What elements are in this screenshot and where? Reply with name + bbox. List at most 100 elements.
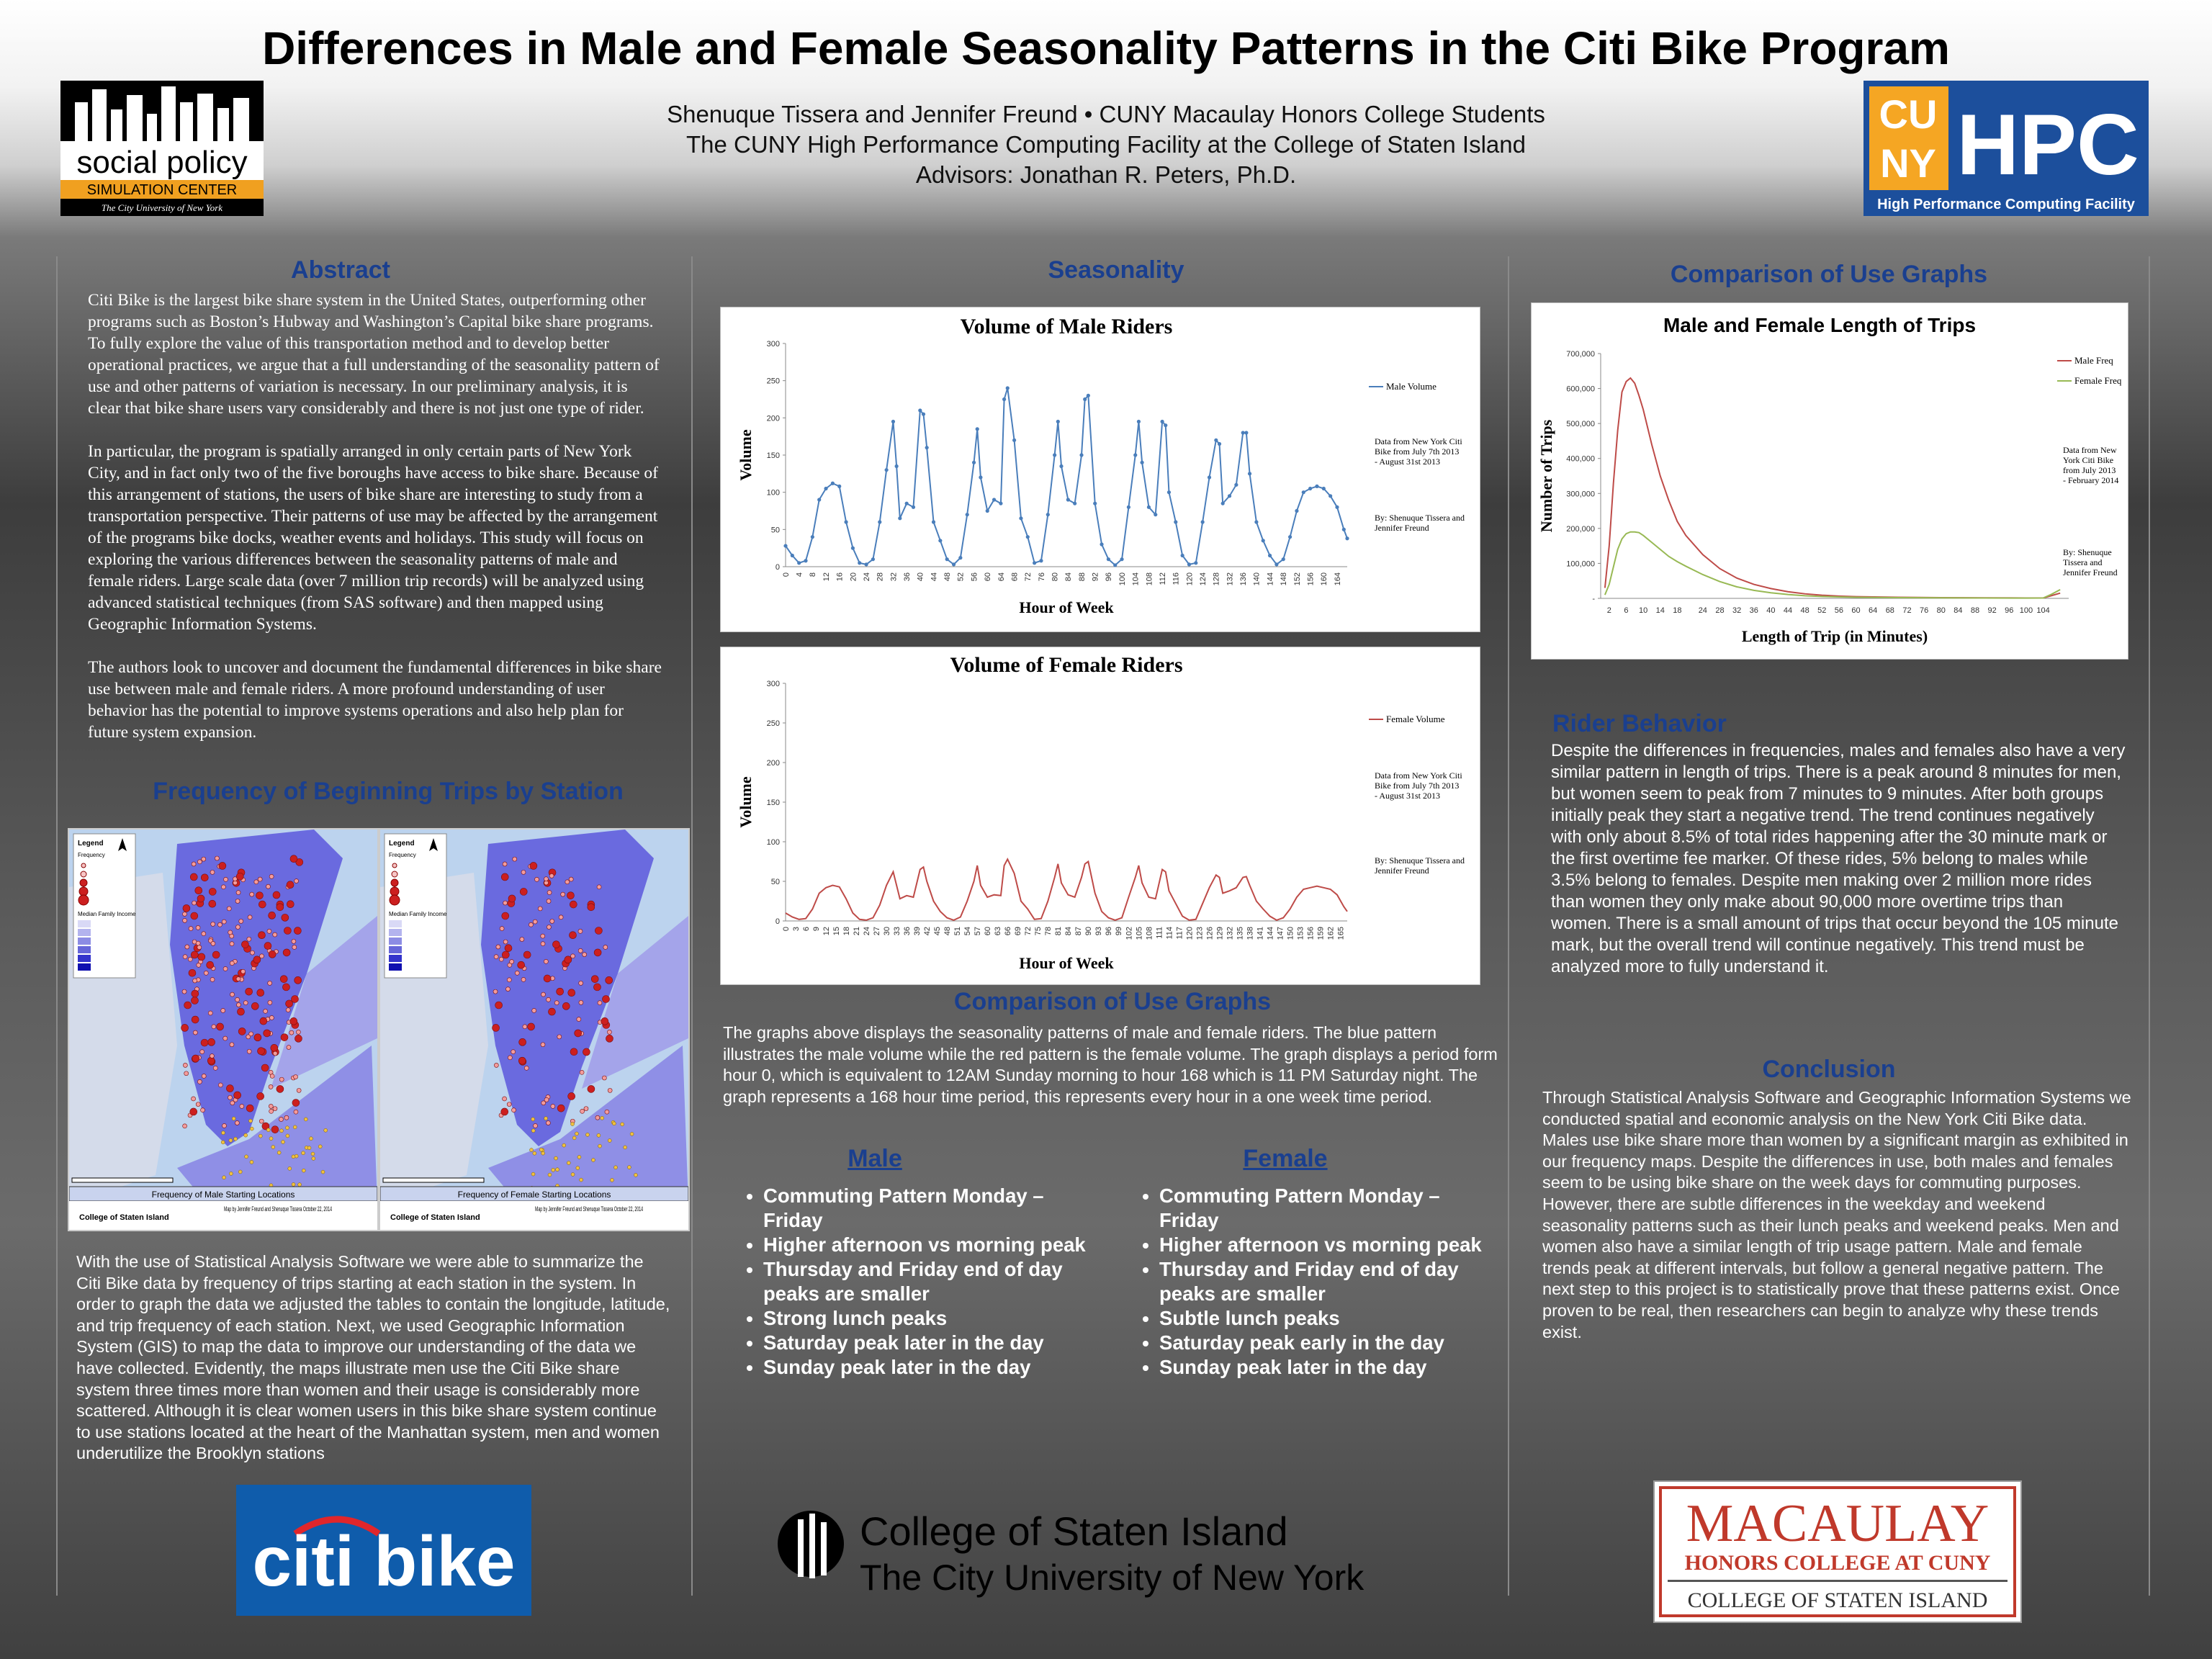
station-dot: [517, 961, 526, 969]
station-dot: [575, 1131, 579, 1136]
station-dot: [541, 992, 546, 997]
y-axis-label: Volume: [737, 429, 755, 481]
chart-note-by: By: Shenuque Tissera and Jennifer Freund: [1375, 513, 1465, 533]
station-dot: [583, 1048, 590, 1056]
data-point: [894, 464, 899, 469]
station-dot: [259, 953, 264, 959]
station-dot: [557, 1034, 562, 1040]
station-dot: [226, 1084, 234, 1092]
data-point: [1059, 464, 1064, 469]
station-dot: [223, 877, 228, 882]
station-dot: [241, 940, 249, 948]
station-dot: [206, 961, 215, 969]
station-dot: [276, 903, 284, 912]
station-dot: [192, 978, 197, 984]
station-dot: [187, 956, 193, 962]
station-dot: [257, 876, 263, 882]
station-dot: [201, 931, 207, 937]
abstract-paragraph-2: In particular, the program is spatially …: [88, 442, 659, 634]
station-dot: [258, 1118, 264, 1124]
station-dot: [567, 1161, 571, 1165]
station-dot: [253, 956, 261, 964]
station-dot: [500, 873, 509, 881]
data-point: [1214, 438, 1218, 442]
x-tick-label: 45: [933, 927, 942, 935]
station-dot: [285, 1133, 290, 1138]
data-point: [992, 498, 997, 502]
male-frequency-map: Legend Frequency Median Family Income Frequ…: [68, 828, 379, 1231]
x-tick-label: 78: [1044, 927, 1053, 935]
manhattan-landmass: [170, 830, 343, 1146]
legend-income-swatch: [78, 929, 91, 936]
x-tick-label: 48: [943, 927, 952, 935]
data-point: [921, 412, 926, 416]
x-tick-label: 87: [1074, 927, 1083, 935]
station-dot: [183, 1063, 188, 1068]
station-dot: [267, 1000, 273, 1005]
x-tick-label: 20: [849, 572, 858, 581]
author-block: Shenuque Tissera and Jennifer Freund • C…: [0, 99, 2212, 190]
data-point: [817, 498, 822, 502]
station-dot: [268, 1084, 274, 1089]
station-dot: [279, 1076, 284, 1082]
station-dot: [199, 1049, 205, 1054]
station-dot: [604, 1109, 610, 1115]
station-dot: [585, 1133, 590, 1137]
data-point: [1180, 553, 1184, 558]
x-tick-label: 129: [1215, 927, 1224, 940]
station-dot: [567, 1092, 575, 1100]
x-tick-label: 44: [930, 572, 938, 581]
station-dot: [291, 939, 297, 944]
x-tick-label: 36: [1750, 606, 1758, 615]
x-tick-label: 52: [957, 572, 966, 581]
queens-landmass: [271, 916, 377, 1089]
csi-logo-icon: College of Staten Island The City Univer…: [778, 1509, 1364, 1598]
data-point: [1019, 516, 1023, 521]
x-tick-label: 64: [1869, 606, 1877, 615]
station-dot: [197, 945, 202, 950]
station-dot: [229, 961, 235, 966]
station-dot: [286, 881, 295, 889]
legend-label: Male Volume: [1386, 381, 1437, 392]
legend-dot: [79, 878, 88, 887]
legend-income-swatch: [389, 946, 402, 953]
station-dot: [269, 1109, 274, 1114]
data-point: [1126, 505, 1131, 509]
data-point: [871, 557, 876, 562]
x-tick-label: 30: [883, 927, 891, 935]
y-tick-label: 400,000: [1566, 455, 1595, 464]
x-tick-label: 66: [1004, 927, 1012, 935]
data-point: [1164, 423, 1168, 428]
station-dot: [257, 1047, 265, 1056]
station-dot: [235, 1120, 240, 1125]
station-dot: [181, 1024, 189, 1032]
station-dot: [261, 1064, 269, 1072]
station-dot: [597, 1000, 603, 1005]
y-tick-label: 300,000: [1566, 490, 1595, 498]
male-bullet-4: Strong lunch peaks: [763, 1306, 1102, 1331]
y-tick-label: 50: [771, 526, 780, 534]
legend-dot: [390, 886, 400, 896]
y-tick-label: 700,000: [1566, 350, 1595, 359]
station-dot: [249, 891, 254, 897]
data-point: [1012, 438, 1017, 442]
station-dot: [249, 1160, 254, 1164]
data-point: [1281, 557, 1285, 562]
station-dot: [507, 977, 512, 983]
y-tick-label: 200: [767, 414, 780, 423]
chart-note-data: Data from New York Citi Bike from July 201…: [2063, 445, 2118, 485]
station-dot: [268, 950, 276, 958]
data-point: [1244, 431, 1249, 435]
female-subheading: Female: [1243, 1145, 1328, 1172]
station-dot: [292, 945, 297, 950]
map-credit: Map by Jennifer Freund and Shenuque Tiss…: [535, 1205, 643, 1213]
spc-line-3: The City University of New York: [102, 202, 222, 213]
male-bullet-3: Thursday and Friday end of day peaks are…: [763, 1257, 1102, 1306]
x-tick-label: 84: [1954, 606, 1962, 615]
x-tick-label: 60: [984, 572, 992, 581]
x-tick-label: 56: [970, 572, 979, 581]
scale-bar: [71, 1177, 174, 1183]
station-dot: [221, 919, 227, 925]
data-point: [850, 546, 855, 550]
station-dot: [570, 1172, 575, 1177]
